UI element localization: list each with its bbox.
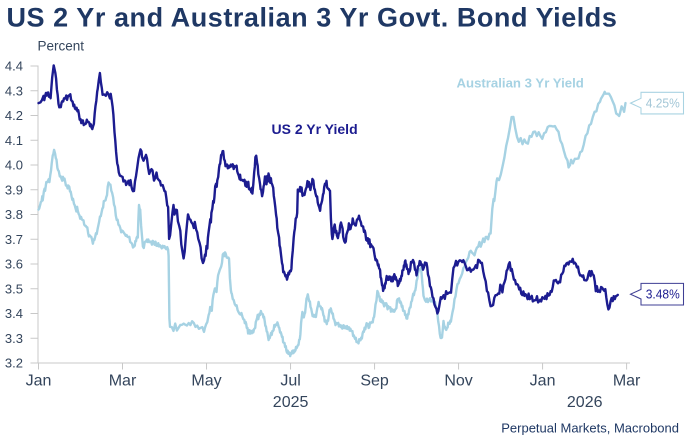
svg-text:2026: 2026 [567,394,603,411]
svg-text:Jan: Jan [530,373,556,390]
svg-text:Jan: Jan [26,373,52,390]
svg-text:4.25%: 4.25% [646,97,680,111]
svg-text:US 2 Yr Yield: US 2 Yr Yield [272,121,358,137]
svg-text:Mar: Mar [109,373,137,390]
svg-text:Sep: Sep [360,373,389,390]
svg-text:3.7: 3.7 [5,232,23,247]
svg-text:Percent: Percent [38,39,85,54]
svg-text:4.1: 4.1 [5,133,23,148]
svg-text:4.2: 4.2 [5,108,23,123]
svg-text:3.48%: 3.48% [646,288,680,302]
svg-text:4.4: 4.4 [5,59,23,74]
svg-text:3.9: 3.9 [5,182,23,197]
svg-text:May: May [191,373,221,390]
svg-text:Nov: Nov [444,373,472,390]
svg-text:3.8: 3.8 [5,207,23,222]
svg-text:Perpetual Markets, Macrobond: Perpetual Markets, Macrobond [501,421,679,436]
svg-text:Jul: Jul [280,373,300,390]
svg-text:US 2 Yr and Australian 3 Yr Go: US 2 Yr and Australian 3 Yr Govt. Bond Y… [7,3,618,33]
svg-text:3.5: 3.5 [5,281,23,296]
svg-text:3.4: 3.4 [5,306,23,321]
svg-text:3.3: 3.3 [5,331,23,346]
svg-text:3.2: 3.2 [5,356,23,371]
svg-text:4.3: 4.3 [5,83,23,98]
svg-text:3.6: 3.6 [5,257,23,272]
svg-text:2025: 2025 [273,394,309,411]
svg-text:Australian 3 Yr Yield: Australian 3 Yr Yield [457,75,584,90]
svg-text:4.0: 4.0 [5,158,23,173]
svg-text:Mar: Mar [613,373,641,390]
